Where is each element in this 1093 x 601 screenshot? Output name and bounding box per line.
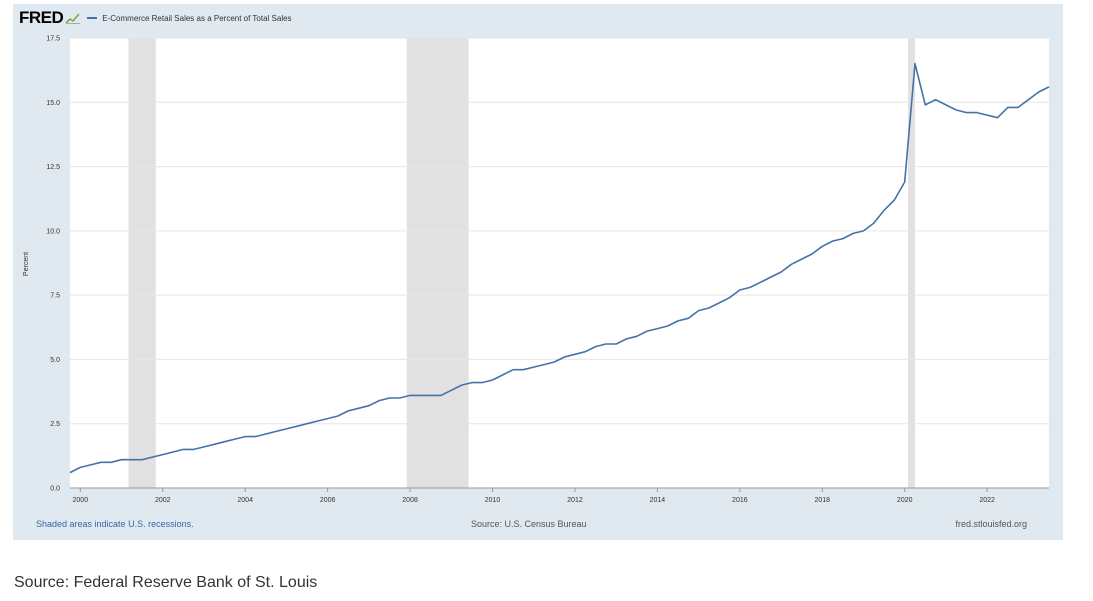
x-tick-label-7: 2014 [650, 497, 666, 504]
x-tick-label-9: 2018 [814, 497, 830, 504]
chart-canvas: 0.02.55.07.510.012.515.017.5 2000 2002 200… [23, 36, 1050, 504]
page-source-caption: Source: Federal Reserve Bank of St. Loui… [14, 574, 318, 591]
x-tick-label-3: 2006 [320, 497, 336, 504]
x-axis-ticks: 2000 2002 2004 2006 2008 2010 2012 2014 2016 2018… [70, 487, 1049, 504]
y-tick-label-7: 17.5 [46, 36, 60, 43]
x-tick-label-4: 2008 [402, 497, 418, 504]
x-tick-label-0: 2000 [73, 497, 89, 504]
y-axis-ticks: 0.0 2.5 5.0 7.5 10.0 12.5 15.0 17.5 [46, 36, 60, 493]
source-note: Source: U.S. Census Bureau [471, 519, 587, 529]
series-line-layer [69, 62, 1050, 474]
y-tick-label-5: 12.5 [46, 164, 60, 171]
series-line-0 [69, 62, 1050, 474]
fred-graph-icon [65, 13, 81, 24]
x-tick-label-10: 2020 [897, 497, 913, 504]
chart-header: FRED E-Commerce Retail Sales as a Percen… [19, 8, 292, 27]
fred-logo[interactable]: FRED [19, 8, 64, 27]
legend-swatch [87, 17, 98, 19]
x-tick-label-11: 2022 [979, 497, 995, 504]
plot-area [70, 38, 1049, 488]
y-tick-label-3: 7.5 [50, 293, 60, 300]
y-tick-label-0: 0.0 [50, 486, 60, 493]
x-tick-label-1: 2002 [155, 497, 171, 504]
y-tick-label-6: 15.0 [46, 100, 60, 107]
recession-band-2 [908, 38, 916, 488]
legend-series-label[interactable]: E-Commerce Retail Sales as a Percent of … [102, 13, 292, 23]
y-tick-label-4: 10.0 [46, 228, 60, 235]
y-tick-label-1: 2.5 [50, 421, 60, 428]
grid-lines [70, 37, 1049, 489]
x-tick-label-8: 2016 [732, 497, 748, 504]
chart-panel: 0.0 2.5 5.0 7.5 10.0 12.5 15.0 17.5 2000 2002 200… [13, 4, 1063, 540]
recession-band-0 [128, 38, 156, 488]
recession-note-link[interactable]: Shaded areas indicate U.S. recessions. [36, 519, 194, 529]
y-tick-label-2: 5.0 [50, 357, 60, 364]
x-tick-label-2: 2004 [237, 497, 253, 504]
y-axis-label: Percent [23, 252, 30, 276]
x-tick-label-6: 2012 [567, 497, 583, 504]
recession-band-1 [406, 38, 469, 488]
recession-bands [128, 38, 916, 488]
fred-url-link[interactable]: fred.stlouisfed.org [955, 519, 1027, 529]
x-tick-label-5: 2010 [485, 497, 501, 504]
